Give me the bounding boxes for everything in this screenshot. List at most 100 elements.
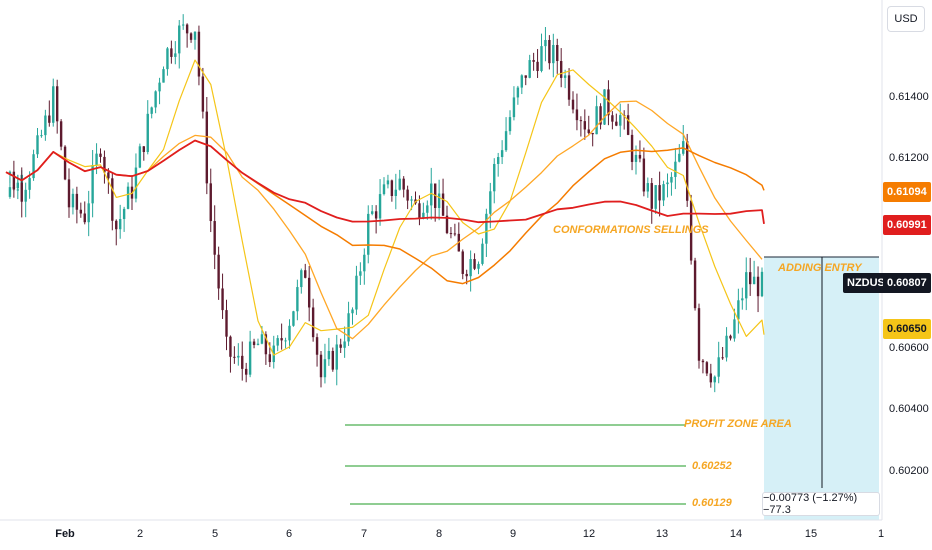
y-tick-label: 0.61400 (889, 91, 929, 103)
candle-body (315, 337, 319, 355)
candle-body (32, 154, 35, 179)
ma-yellow-price-tag: 0.60650 (883, 319, 931, 339)
candle-body (63, 146, 67, 180)
candle-body (752, 276, 756, 285)
candle-body (181, 24, 185, 26)
candle-body (237, 355, 240, 358)
candle-body (134, 167, 138, 199)
candle-body (701, 360, 705, 363)
candle-body (154, 91, 157, 108)
candle-body (685, 141, 689, 201)
candle-body (276, 338, 279, 346)
candle-body (83, 213, 86, 223)
candle-body (709, 373, 713, 383)
candle-body (115, 220, 118, 230)
candle-body (244, 368, 248, 375)
candle-body (453, 233, 457, 235)
candle-body (40, 135, 43, 137)
candle-body (311, 307, 315, 338)
candle-body (193, 31, 197, 40)
moving-averages-layer (5, 59, 765, 356)
candle-body (603, 89, 606, 125)
candle-body (174, 53, 177, 57)
candle-body (489, 191, 492, 214)
candle-body (260, 334, 264, 344)
candle-body (422, 212, 425, 218)
candle-body (103, 156, 106, 173)
candle-body (138, 146, 142, 168)
candle-body (587, 129, 590, 134)
candle-body (512, 97, 516, 118)
candle-body (292, 311, 295, 326)
candle-body (359, 271, 362, 276)
target1-annotation: 0.60252 (692, 460, 732, 472)
candle-body (205, 111, 209, 184)
candle-body (339, 344, 342, 348)
candle-body (445, 215, 449, 234)
candle-body (729, 335, 732, 339)
candle-body (437, 193, 441, 208)
candle-body (52, 86, 55, 123)
candle-body (725, 335, 728, 358)
candle-body (567, 75, 571, 100)
target2-annotation: 0.60129 (692, 497, 732, 509)
y-tick-label: 0.60600 (889, 342, 929, 354)
ma-fast-line (5, 59, 765, 356)
candle-body (71, 193, 75, 208)
candle-body (394, 189, 398, 196)
candle-body (166, 48, 169, 70)
x-tick-label: 6 (285, 528, 293, 540)
candle-body (367, 213, 370, 255)
candles-layer (8, 14, 764, 393)
x-tick-label: 12 (582, 528, 596, 540)
candle-body (8, 187, 12, 197)
candle-body (122, 208, 126, 220)
candle-body (44, 115, 47, 136)
candle-body (516, 87, 520, 98)
candle-body (410, 199, 413, 201)
candle-body (473, 259, 476, 269)
candle-body (496, 157, 500, 164)
candle-body (91, 165, 94, 204)
candle-body (666, 182, 669, 185)
x-tick-label: Feb (55, 528, 75, 540)
candle-body (571, 99, 575, 110)
candle-body (374, 211, 378, 219)
candle-body (307, 277, 311, 308)
candle-body (67, 179, 71, 208)
candle-body (28, 178, 31, 190)
candle-body (461, 251, 464, 274)
candle-body (95, 153, 98, 166)
candle-body (508, 117, 512, 132)
candle-body (12, 171, 16, 189)
candle-body (469, 259, 472, 277)
candle-body (745, 272, 748, 299)
candle-body (398, 178, 401, 190)
candle-body (563, 75, 567, 78)
candle-body (126, 186, 130, 209)
candle-body (658, 185, 661, 201)
candle-body (107, 172, 110, 179)
candle-body (335, 344, 338, 370)
candle-body (150, 107, 153, 114)
candle-body (721, 357, 724, 359)
candle-body (390, 180, 394, 196)
candle-body (233, 356, 236, 358)
candle-body (241, 355, 244, 369)
y-tick-label: 0.60200 (889, 465, 929, 477)
candle-body (378, 194, 382, 219)
candle-body (170, 48, 173, 57)
currency-selector[interactable]: USD (887, 6, 925, 32)
candle-body (406, 189, 409, 201)
candle-body (99, 153, 102, 157)
y-tick-label: 0.60400 (889, 403, 929, 415)
candle-body (296, 287, 299, 312)
candle-body (178, 25, 181, 54)
candle-body (493, 163, 496, 192)
candle-body (583, 121, 587, 130)
candle-body (229, 336, 232, 357)
candle-body (756, 276, 760, 297)
candle-body (626, 115, 630, 135)
candle-body (319, 354, 323, 378)
